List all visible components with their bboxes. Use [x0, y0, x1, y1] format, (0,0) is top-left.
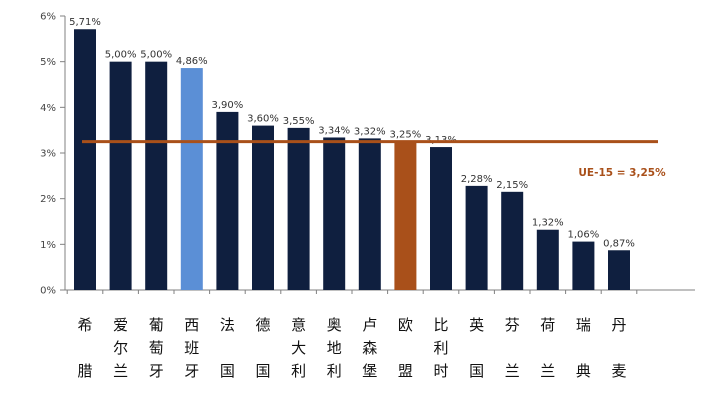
y-tick-label: 6%	[40, 12, 56, 23]
x-tick-label: 希腊	[77, 316, 92, 380]
y-tick-label: 4%	[40, 103, 56, 114]
bar	[323, 137, 346, 290]
x-tick-label: 西班牙	[184, 316, 199, 380]
bar	[608, 250, 630, 290]
bar	[358, 138, 381, 290]
y-tick-label: 3%	[40, 149, 56, 160]
data-label: 3,34%	[318, 125, 350, 136]
y-tick-label: 2%	[40, 194, 56, 205]
data-label: 3,25%	[390, 130, 422, 141]
data-label: 3,32%	[354, 126, 386, 137]
x-tick-label: 卢森堡	[362, 316, 377, 380]
bar	[180, 68, 203, 290]
x-tick-label: 意大利	[291, 316, 306, 380]
data-label: 2,28%	[461, 174, 493, 185]
bar	[287, 127, 310, 290]
x-tick-label: 荷兰	[540, 316, 555, 380]
data-label: 1,06%	[568, 230, 600, 241]
y-tick-label: 5%	[40, 57, 56, 68]
bar	[430, 147, 452, 290]
bar	[145, 61, 168, 290]
data-label: 0,87%	[603, 238, 635, 249]
bar	[536, 229, 559, 290]
data-label: 5,00%	[140, 50, 172, 61]
x-tick-label: 比利时	[433, 316, 448, 380]
data-label: 3,55%	[283, 116, 315, 127]
x-tick-label: 丹麦	[611, 316, 626, 380]
x-tick-label: 英国	[469, 316, 484, 380]
x-tick-label: 德国	[255, 316, 270, 380]
bar	[572, 241, 595, 290]
bar	[216, 111, 239, 291]
y-tick-label: 1%	[40, 240, 56, 251]
data-label: 5,71%	[69, 17, 101, 28]
bar	[74, 29, 96, 290]
bar	[109, 61, 132, 290]
x-tick-label: 欧盟	[398, 316, 413, 380]
bar	[394, 141, 417, 290]
x-tick-label: 葡萄牙	[149, 316, 164, 380]
data-label: 3,90%	[212, 100, 244, 111]
x-tick-label: 法国	[220, 316, 235, 380]
data-label: 3,60%	[247, 114, 279, 125]
y-tick-label: 0%	[40, 286, 56, 297]
x-tick-label: 芬兰	[505, 316, 520, 380]
data-label: 4,86%	[176, 56, 208, 67]
x-tick-label: 爱尔兰	[113, 316, 128, 380]
bar	[465, 185, 488, 290]
reference-line-label: UE-15 = 3,25%	[578, 167, 666, 179]
data-label: 2,15%	[496, 180, 528, 191]
data-label: 5,00%	[105, 50, 137, 61]
x-tick-label: 瑞典	[576, 316, 591, 380]
data-label: 1,32%	[532, 218, 564, 229]
bar	[252, 125, 274, 290]
x-tick-label: 奥地利	[327, 316, 342, 380]
bar	[501, 191, 524, 290]
